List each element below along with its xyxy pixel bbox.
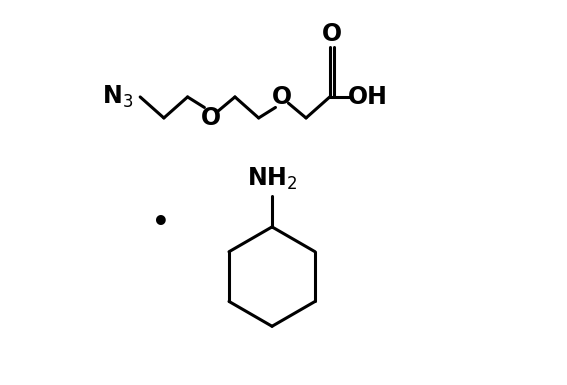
Text: O: O: [321, 22, 342, 46]
Text: OH: OH: [348, 85, 388, 109]
Text: O: O: [201, 106, 221, 130]
Text: O: O: [272, 85, 293, 109]
Text: •: •: [153, 209, 170, 237]
Text: NH$_2$: NH$_2$: [247, 166, 297, 192]
Text: N$_3$: N$_3$: [101, 84, 133, 110]
